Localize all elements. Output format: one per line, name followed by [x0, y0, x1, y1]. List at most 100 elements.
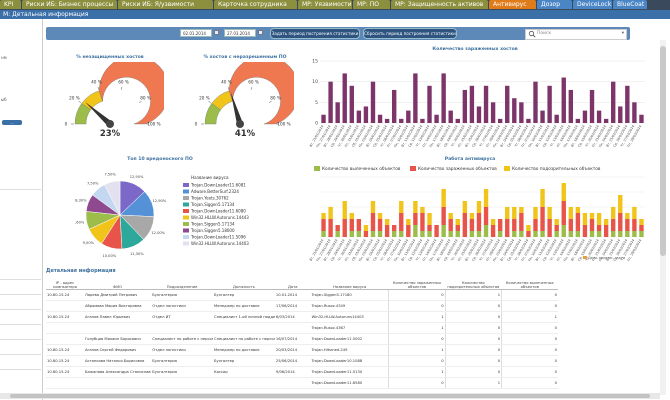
legend-swatch [410, 166, 416, 171]
bar [462, 89, 468, 123]
left-panel-item[interactable]: ыб [1, 97, 7, 102]
calendar-icon[interactable] [214, 30, 219, 35]
stack-segment [391, 225, 397, 231]
date-to-input[interactable]: 27.03.2014 [224, 29, 256, 37]
stack-segment [611, 231, 616, 237]
bar [490, 102, 496, 123]
pie-slice-label: 8,30% [75, 198, 87, 202]
tab-6[interactable]: МР: ПО [353, 0, 390, 9]
infected-hosts-title: Количество зараженных хостов [432, 47, 518, 52]
stack-segment [377, 213, 383, 219]
table-row[interactable]: 10.80.15.24 Ларева Дмитрий Петрович Бухгал… [46, 289, 558, 301]
stack-segment [349, 231, 354, 237]
table-cell: 0 [501, 289, 558, 301]
y-tick-label: 10 [312, 79, 318, 85]
divider [0, 369, 41, 370]
pie-slice-label: 12,00% [151, 231, 165, 235]
table-row[interactable]: 10.80.15.24 Астанкова Наталья Борисовна Бу… [46, 355, 558, 367]
pie-legend-label: Win32.HLLW.Autoruns.14403 [191, 241, 249, 246]
table-cell [46, 322, 84, 334]
pie-legend-swatch [183, 196, 189, 200]
left-panel-item[interactable]: нм [1, 55, 7, 60]
breadcrumb: М: Детальная информация [0, 10, 670, 19]
column-header[interactable]: Количество вылеченных объектов [501, 278, 558, 290]
pie-legend-title: Название вируса [191, 175, 229, 180]
table-row[interactable]: 10.80.15.24 Агапов Сергей Федорович Отдел … [46, 344, 558, 356]
pie-legend-label: Trojan.Siggen5.18000 [190, 228, 235, 233]
gauge-tick [97, 86, 100, 90]
gauge-needle [230, 92, 243, 125]
stack-segment [427, 213, 432, 225]
tab-10[interactable]: DeviceLock [573, 0, 612, 9]
search-input[interactable]: Поиск ▾ [525, 29, 627, 40]
pie-legend-label: Trojan.DownLoader11.6080 [190, 209, 246, 214]
stack-segment [589, 213, 595, 219]
table-row[interactable]: Абрамова Мария Викторовна Отдел логистики… [46, 300, 558, 312]
table-row[interactable]: Trojan.DownLoader11.6580 0 1 0 [46, 377, 558, 389]
table-row[interactable]: 10.80.15.24 Агапов Павел Юрьевич Отдел ИТ С… [46, 311, 558, 323]
bar [533, 81, 538, 123]
column-header[interactable]: ФИО [83, 278, 152, 290]
legend-swatch [504, 166, 510, 171]
bar [547, 85, 552, 123]
gauge-tick [78, 100, 82, 104]
gauge-needle-hub [106, 120, 114, 128]
bar [391, 89, 397, 123]
vertical-scroll-thumb[interactable] [660, 46, 666, 256]
tab-9[interactable]: Дозор [537, 0, 572, 9]
stack-segment [490, 219, 496, 225]
bar [611, 81, 616, 123]
column-header[interactable]: IP - адрес компьютера [46, 278, 84, 290]
gauge-tick-label: 40 % [91, 80, 102, 85]
set-period-button[interactable]: Задать период построения статистики [270, 28, 360, 39]
stack-segment [589, 219, 595, 231]
tab-11[interactable]: BlueCoat [613, 0, 647, 9]
column-header[interactable]: Дата [274, 278, 311, 290]
stack-segment [469, 213, 475, 219]
column-header[interactable]: Количество подозрительных объектов [445, 278, 502, 290]
table-cell: 0 [501, 366, 558, 378]
stack-segment [420, 207, 425, 213]
calendar-icon[interactable] [258, 30, 263, 35]
horizontal-scroll-thumb[interactable] [10, 394, 650, 398]
bar [427, 85, 432, 123]
tab-3[interactable]: Риски ИБ: Я/узвимости [118, 0, 213, 9]
table-cell: 1 [388, 322, 446, 334]
table-cell: 0 [501, 344, 558, 356]
stack-segment [413, 201, 418, 213]
date-from-input[interactable]: 02.01.2014 [180, 29, 212, 37]
tab-4[interactable]: Карточка сотрудника [214, 0, 297, 9]
table-row[interactable]: Trojan.Rusoz.4367 1 0 0 [46, 322, 558, 334]
bar [582, 110, 588, 123]
y-tick-label: 15 [312, 59, 318, 65]
stack-segment [625, 231, 630, 237]
table-row[interactable]: 10.80.15.24 Бажанова Александра Станислав… [46, 366, 558, 378]
left-panel-button[interactable]: ... [2, 120, 22, 125]
tab-5[interactable]: МР: Уязвимости [298, 0, 352, 9]
column-header[interactable]: Количество зараженных объектов [388, 278, 446, 290]
chevron-down-icon[interactable]: ▾ [621, 31, 624, 36]
gauge2-percent: 41% [234, 129, 256, 139]
table-cell: Отдел ИТ [151, 311, 214, 323]
tab-8[interactable]: Антивирус [489, 0, 536, 9]
stack-segment [554, 219, 559, 225]
table-row[interactable]: Голубцов Михаил Борисович Специалист по р… [46, 333, 558, 345]
reset-period-button[interactable]: Сбросить период построения статистики [363, 28, 457, 39]
stack-segment [589, 231, 595, 237]
gauge-tick [227, 86, 230, 90]
table-cell: 0 [444, 311, 502, 323]
stack-segment [469, 231, 475, 237]
tab-7[interactable]: МР: Защищенность активов [391, 0, 488, 9]
bar [406, 110, 411, 123]
table-cell: 1 [444, 377, 502, 389]
column-header[interactable]: Название вируса [310, 278, 389, 290]
stack-segment [512, 219, 517, 231]
pie-slice-label: 9,00% [83, 241, 95, 245]
x-axis-legend-label: День недели - дата [588, 256, 626, 260]
column-header[interactable]: Должность [213, 278, 275, 290]
stack-segment [582, 225, 588, 237]
tab-1[interactable]: KPI [0, 0, 21, 9]
bar [589, 89, 595, 123]
column-header[interactable]: Подразделение [151, 278, 214, 290]
tab-2[interactable]: Риски ИБ: Бизнес процессы [22, 0, 117, 9]
